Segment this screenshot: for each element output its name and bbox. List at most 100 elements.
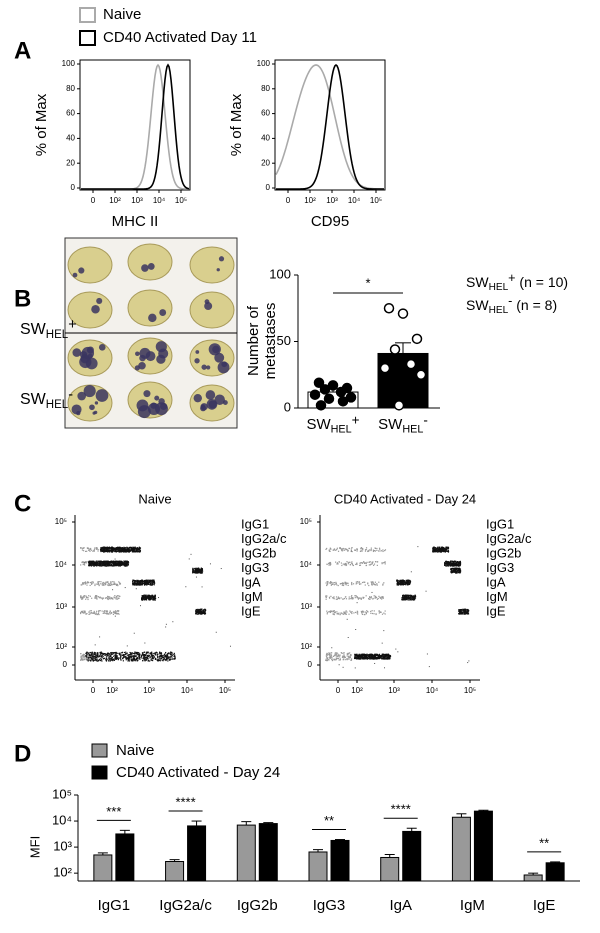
event <box>100 562 102 564</box>
event <box>145 598 147 601</box>
event <box>338 561 340 563</box>
event <box>341 582 343 585</box>
event <box>151 654 153 656</box>
event <box>382 596 384 599</box>
event <box>101 562 103 564</box>
event <box>439 546 441 548</box>
event <box>346 653 349 655</box>
event <box>348 613 350 615</box>
event <box>151 658 153 660</box>
event <box>341 656 344 659</box>
event <box>408 595 410 597</box>
event <box>114 583 116 585</box>
event <box>378 655 381 657</box>
event <box>351 612 353 615</box>
event <box>165 655 168 658</box>
event <box>346 548 348 551</box>
event <box>144 658 146 660</box>
event <box>335 654 337 656</box>
event <box>343 657 345 659</box>
event <box>102 565 104 567</box>
event <box>381 654 383 657</box>
event <box>195 610 197 612</box>
event <box>335 561 337 563</box>
event <box>113 583 115 586</box>
event <box>199 613 201 615</box>
event <box>375 613 377 615</box>
event <box>113 652 116 654</box>
event <box>349 656 352 658</box>
event <box>135 659 138 661</box>
event <box>372 654 374 656</box>
event <box>356 581 358 583</box>
event <box>378 656 381 658</box>
event <box>372 657 374 659</box>
event <box>452 565 455 567</box>
event <box>124 551 126 553</box>
event <box>94 644 96 646</box>
event <box>126 562 128 564</box>
event <box>443 548 445 550</box>
row-label: IgG3 <box>486 560 514 575</box>
event <box>112 561 115 563</box>
event <box>98 562 100 564</box>
event <box>371 562 373 564</box>
metastasis <box>91 304 100 314</box>
event <box>329 655 331 657</box>
event <box>151 581 153 583</box>
event <box>456 561 458 564</box>
event <box>340 612 343 614</box>
event <box>435 548 437 550</box>
y-tick-label: 80 <box>66 84 75 93</box>
row-label: IgG3 <box>241 560 269 575</box>
event <box>140 657 142 659</box>
event <box>442 547 444 549</box>
event <box>362 549 364 551</box>
event <box>111 584 113 586</box>
event <box>95 596 98 598</box>
event <box>376 654 378 656</box>
event <box>145 658 148 661</box>
event <box>142 595 144 597</box>
event <box>112 589 114 591</box>
event <box>152 652 154 655</box>
dot-cloud <box>325 546 470 669</box>
event <box>333 596 335 598</box>
event <box>163 653 165 656</box>
event <box>444 551 446 553</box>
event <box>138 581 140 583</box>
event <box>90 656 92 658</box>
event <box>171 656 173 658</box>
event <box>133 548 135 550</box>
event <box>101 561 103 563</box>
event <box>134 659 136 662</box>
event <box>88 562 90 564</box>
event <box>91 583 93 585</box>
event <box>107 548 109 550</box>
event <box>387 656 389 658</box>
event <box>110 655 112 658</box>
event <box>108 563 110 565</box>
event <box>347 652 349 654</box>
event <box>196 570 198 572</box>
event <box>352 596 354 599</box>
event <box>131 652 133 654</box>
event <box>365 548 367 551</box>
event <box>117 584 119 587</box>
x-tick-label: 10² <box>304 196 316 205</box>
event <box>370 581 372 583</box>
event <box>93 563 95 566</box>
event <box>115 595 117 597</box>
event <box>443 549 446 552</box>
event <box>123 546 125 548</box>
metastasis <box>80 354 90 364</box>
event <box>185 586 187 588</box>
event <box>192 568 194 571</box>
event <box>132 660 134 662</box>
event <box>120 561 122 563</box>
y-axis-label: % of Max <box>33 93 50 156</box>
event <box>146 654 149 657</box>
event <box>439 549 442 551</box>
event <box>201 608 203 610</box>
event <box>442 546 444 549</box>
